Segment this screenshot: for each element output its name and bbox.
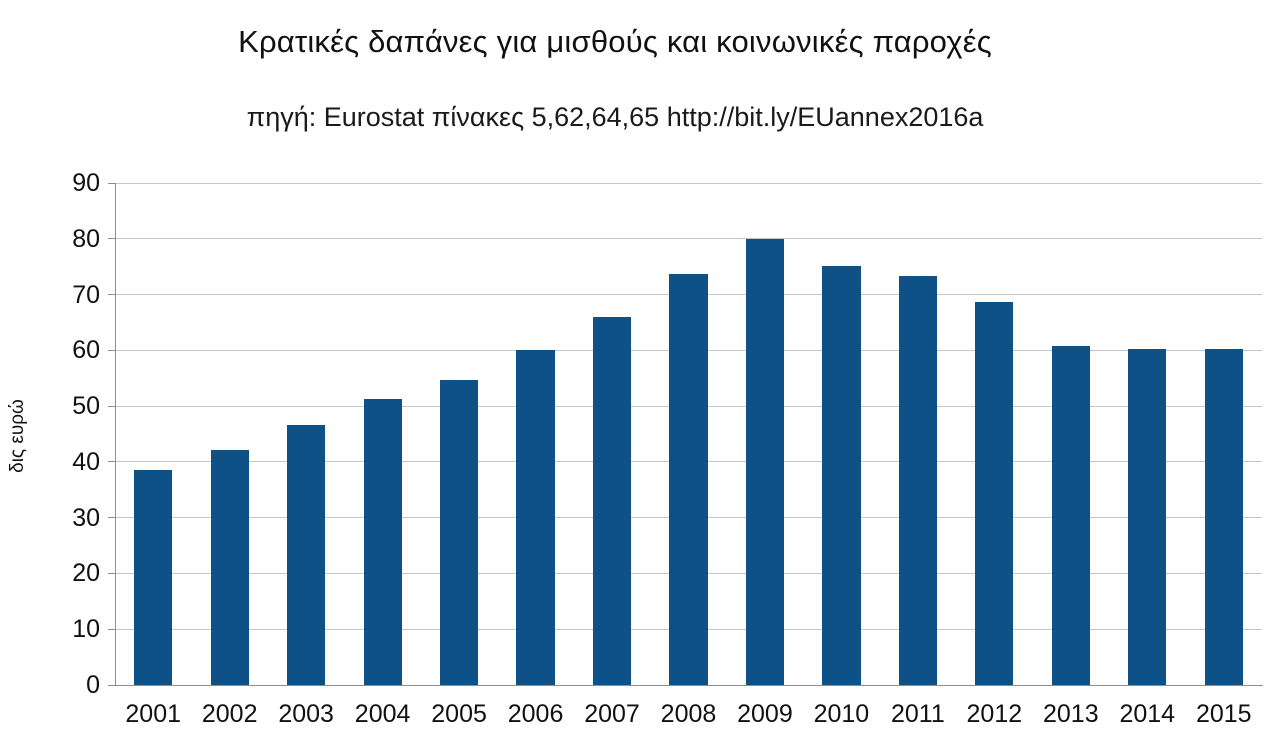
- y-tick-label: 90: [72, 169, 100, 197]
- y-tick-mark: [108, 517, 116, 519]
- chart-title: Κρατικές δαπάνες για μισθούς και κοινωνι…: [238, 24, 992, 59]
- x-tick-label: 2010: [813, 700, 870, 728]
- y-gridline: [115, 182, 1262, 184]
- y-tick-label: 70: [72, 280, 100, 309]
- y-tick-mark: [108, 461, 116, 463]
- bar-2014: [1128, 348, 1167, 685]
- y-tick-label: 0: [86, 671, 100, 699]
- y-tick-label: 60: [72, 336, 100, 365]
- bar-2009: [745, 238, 785, 685]
- x-tick-label: 2014: [1119, 700, 1176, 728]
- y-tick-mark: [108, 628, 116, 630]
- y-axis-title: δις ευρώ: [7, 399, 28, 473]
- bar-2006: [516, 350, 555, 685]
- bar-2003: [287, 425, 326, 685]
- y-tick-mark: [108, 405, 116, 407]
- bar-2008: [669, 273, 708, 685]
- x-tick-label: 2009: [737, 700, 793, 728]
- y-tick-label: 30: [72, 503, 100, 532]
- bar-2002: [210, 449, 249, 685]
- x-tick-label: 2005: [431, 700, 487, 728]
- x-tick-label: 2001: [125, 700, 182, 728]
- bar-2005: [439, 380, 479, 685]
- y-tick-mark: [108, 572, 116, 574]
- x-tick-label: 2011: [891, 700, 945, 728]
- y-tick-label: 20: [72, 559, 100, 588]
- x-tick-label: 2007: [584, 700, 640, 728]
- bar-2013: [1051, 345, 1090, 685]
- bar-2004: [363, 399, 402, 685]
- y-tick-label: 80: [72, 224, 100, 253]
- x-tick-label: 2006: [507, 700, 564, 728]
- plot-area: [115, 183, 1263, 686]
- y-tick-mark: [108, 349, 116, 351]
- y-tick-label: 50: [72, 392, 100, 421]
- y-gridline: [115, 238, 1262, 240]
- x-tick-label: 2004: [354, 700, 411, 728]
- bar-2011: [898, 276, 937, 685]
- y-tick-mark: [108, 238, 116, 240]
- y-tick-label: 10: [72, 615, 100, 644]
- y-tick-label: 40: [72, 447, 100, 476]
- y-tick-mark: [108, 294, 116, 296]
- chart-subtitle: πηγή: Eurostat πίνακες 5,62,64,65 http:/…: [246, 102, 984, 132]
- x-tick-label: 2008: [660, 700, 717, 728]
- x-tick-label: 2012: [966, 700, 1023, 728]
- x-tick-label: 2003: [278, 700, 334, 728]
- y-tick-mark: [108, 182, 116, 184]
- y-tick-mark: [108, 684, 116, 686]
- x-tick-label: 2002: [201, 700, 258, 728]
- bar-2015: [1204, 348, 1243, 685]
- bar-2010: [822, 265, 861, 685]
- x-tick-label: 2015: [1195, 700, 1252, 728]
- bar-2001: [134, 470, 173, 685]
- bar-2007: [592, 316, 632, 685]
- x-tick-label: 2013: [1043, 700, 1099, 728]
- bar-2012: [975, 301, 1014, 685]
